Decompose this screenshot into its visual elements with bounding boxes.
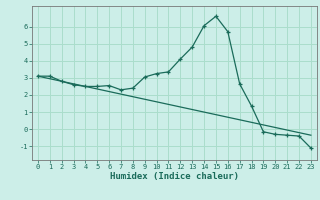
- X-axis label: Humidex (Indice chaleur): Humidex (Indice chaleur): [110, 172, 239, 181]
